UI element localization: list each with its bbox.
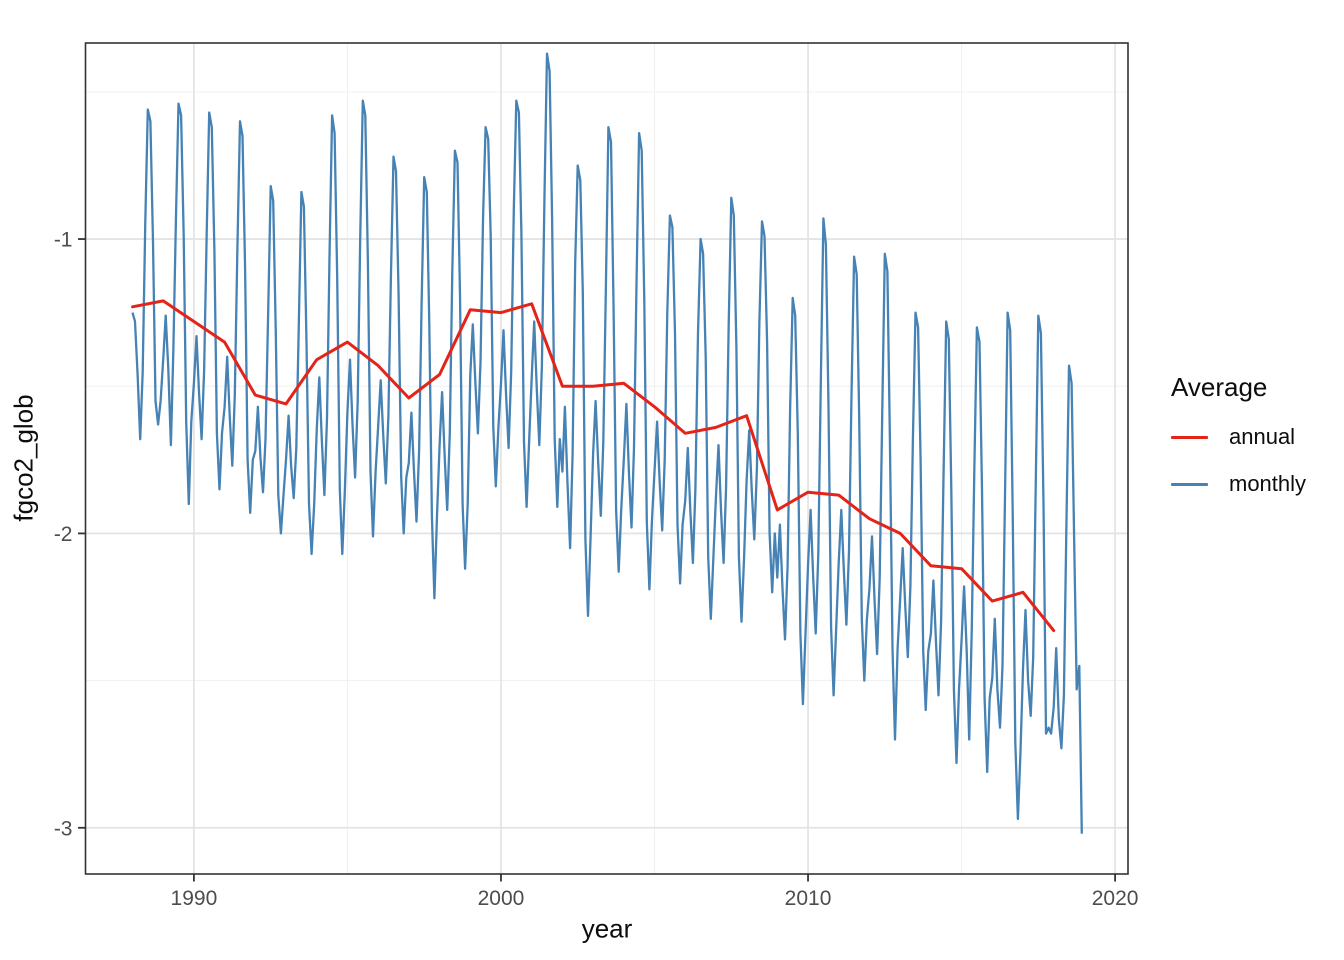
- monthly-line-key-icon: [1171, 482, 1208, 486]
- x-tick-label: 2010: [785, 887, 832, 910]
- series-line-monthly: [131, 52, 1083, 834]
- x-tick-label: 1990: [171, 887, 218, 910]
- legend-items: annual monthly: [1171, 420, 1306, 501]
- legend-title: Average: [1171, 372, 1268, 402]
- panel-border: [84, 42, 1129, 875]
- y-tick-label: -3: [54, 817, 73, 840]
- legend: Average annual monthly: [1171, 372, 1306, 501]
- legend-item-annual: annual: [1171, 420, 1306, 454]
- legend-label-monthly: monthly: [1229, 471, 1307, 496]
- x-tick-label: 2000: [478, 887, 525, 910]
- y-axis-title: fgco2_glob: [8, 394, 39, 522]
- y-tick-label: -2: [54, 523, 73, 546]
- x-axis-title: year: [581, 913, 633, 944]
- y-tick-label: -1: [54, 229, 73, 252]
- legend-label-annual: annual: [1229, 424, 1296, 449]
- annual-line-key-icon: [1171, 435, 1208, 439]
- legend-item-monthly: monthly: [1171, 467, 1306, 501]
- series-line-annual: [131, 299, 1056, 633]
- x-tick-label: 2020: [1092, 887, 1139, 910]
